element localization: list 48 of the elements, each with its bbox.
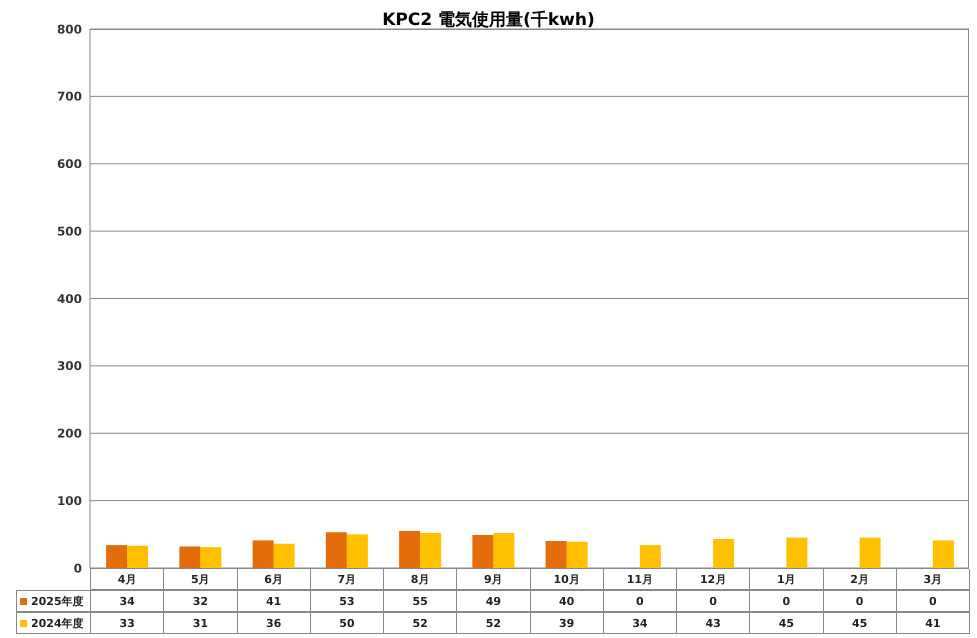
- data-label: 34: [602, 612, 677, 634]
- y-tick-label: 300: [56, 359, 82, 374]
- x-tick-label: 7月: [310, 569, 384, 590]
- chart-title: KPC2 電気使用量(千kwh): [382, 10, 595, 30]
- x-tick-label: 2月: [822, 569, 897, 590]
- data-label: 33: [90, 612, 164, 634]
- x-tick-label: 9月: [456, 569, 530, 590]
- data-label: 55: [383, 590, 458, 612]
- y-tick-label: 600: [56, 157, 82, 172]
- y-tick-label: 200: [56, 426, 82, 441]
- x-tick-label: 6月: [236, 569, 311, 590]
- data-label: 52: [456, 612, 530, 634]
- x-tick-label: 5月: [163, 569, 238, 590]
- data-label: 0: [896, 590, 970, 612]
- data-label: 53: [310, 590, 384, 612]
- y-tick-label: 100: [56, 494, 82, 508]
- data-label: 31: [163, 612, 238, 634]
- y-tick-label: 800: [56, 22, 82, 36]
- data-label: 45: [822, 612, 897, 634]
- x-tick-label: 12月: [676, 569, 750, 590]
- x-tick-label: 1月: [749, 569, 824, 590]
- x-tick-label: 11月: [602, 569, 677, 590]
- y-tick-label: 0: [74, 561, 82, 576]
- data-label: 40: [530, 590, 604, 612]
- x-tick-label: 10月: [530, 569, 604, 590]
- data-label: 32: [163, 590, 238, 612]
- data-label: 41: [236, 590, 311, 612]
- data-label: 0: [749, 590, 824, 612]
- y-tick-label: 700: [56, 90, 82, 104]
- data-label: 0: [822, 590, 897, 612]
- data-label: 36: [236, 612, 311, 634]
- y-tick-label: 500: [56, 224, 82, 238]
- data-label: 34: [90, 590, 164, 612]
- data-label: 39: [530, 612, 604, 634]
- data-label: 45: [749, 612, 824, 634]
- legend-label: 2024年度: [31, 616, 84, 630]
- y-tick-label: 400: [56, 292, 82, 306]
- data-label: 49: [456, 590, 530, 612]
- data-label: 0: [602, 590, 677, 612]
- data-label: 50: [310, 612, 384, 634]
- x-tick-label: 8月: [383, 569, 458, 590]
- data-label: 43: [676, 612, 750, 634]
- x-tick-label: 4月: [90, 569, 164, 590]
- x-tick-label: 3月: [896, 569, 970, 590]
- legend-label: 2025年度: [31, 594, 84, 608]
- data-label: 0: [676, 590, 750, 612]
- data-label: 52: [383, 612, 458, 634]
- data-label: 41: [896, 612, 970, 634]
